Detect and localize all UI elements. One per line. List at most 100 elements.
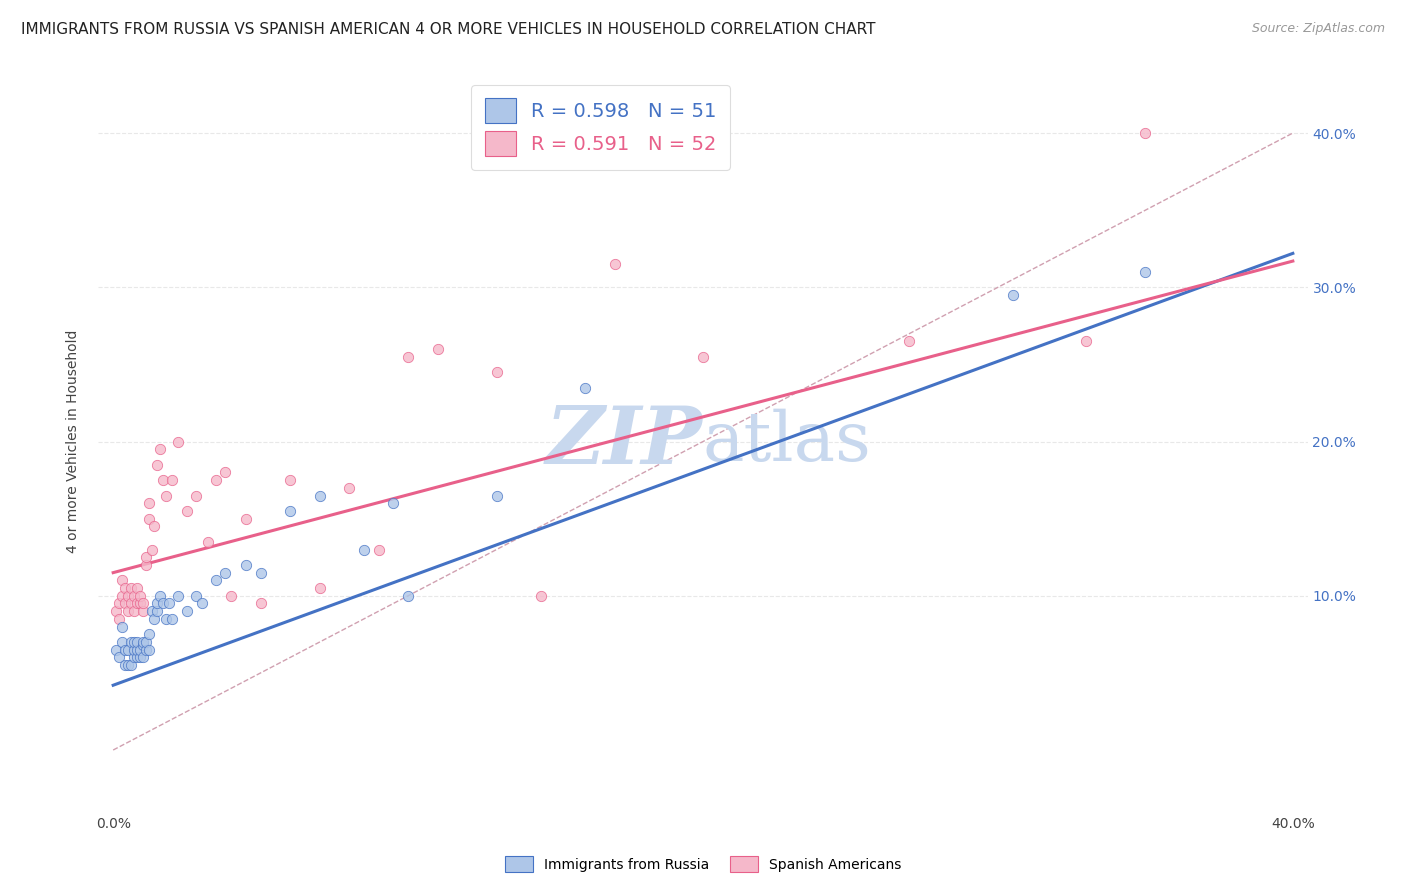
Text: Source: ZipAtlas.com: Source: ZipAtlas.com [1251,22,1385,36]
Point [485,365,508,379]
Legend: R = 0.598   N = 51, R = 0.591   N = 52: R = 0.598 N = 51, R = 0.591 N = 52 [471,85,730,169]
Point [382,496,405,510]
Point [114,658,136,673]
Point [235,558,257,572]
Point [111,635,134,649]
Point [249,597,271,611]
Point [117,604,139,618]
Point [125,597,148,611]
Point [128,642,150,657]
Point [128,597,150,611]
Point [1135,265,1157,279]
Point [117,642,139,657]
Point [167,434,190,449]
Legend: Immigrants from Russia, Spanish Americans: Immigrants from Russia, Spanish American… [499,851,907,878]
Point [692,350,714,364]
Point [122,604,145,618]
Point [135,558,157,572]
Point [426,342,449,356]
Point [111,574,134,588]
Point [219,589,242,603]
Text: atlas: atlas [703,409,872,475]
Point [135,550,157,565]
Point [135,635,157,649]
Point [128,650,150,665]
Point [155,489,177,503]
Point [530,589,553,603]
Point [898,334,921,349]
Point [157,597,180,611]
Point [138,642,160,657]
Point [105,642,128,657]
Point [122,650,145,665]
Point [152,473,174,487]
Point [141,604,163,618]
Point [131,597,153,611]
Text: ZIP: ZIP [546,403,703,480]
Point [155,612,177,626]
Point [141,542,163,557]
Point [120,581,142,595]
Point [131,638,153,652]
Point [205,473,228,487]
Text: IMMIGRANTS FROM RUSSIA VS SPANISH AMERICAN 4 OR MORE VEHICLES IN HOUSEHOLD CORRE: IMMIGRANTS FROM RUSSIA VS SPANISH AMERIC… [21,22,876,37]
Point [120,658,142,673]
Point [146,604,169,618]
Point [190,597,212,611]
Point [149,442,172,457]
Point [143,519,166,533]
Point [146,597,169,611]
Point [214,466,236,480]
Point [574,380,596,394]
Point [396,589,419,603]
Point [176,504,198,518]
Point [122,589,145,603]
Point [105,604,128,618]
Point [197,534,219,549]
Point [214,566,236,580]
Point [108,597,131,611]
Point [131,650,153,665]
Point [117,658,139,673]
Point [117,589,139,603]
Point [1076,334,1098,349]
Point [353,542,375,557]
Point [149,589,172,603]
Point [128,589,150,603]
Point [146,458,169,472]
Point [131,635,153,649]
Point [138,511,160,525]
Point [278,473,301,487]
Point [176,604,198,618]
Point [1135,126,1157,140]
Point [138,496,160,510]
Point [1001,288,1024,302]
Point [138,627,160,641]
Point [184,589,207,603]
Point [367,542,389,557]
Point [235,511,257,525]
Point [167,589,190,603]
Point [205,574,228,588]
Y-axis label: 4 or more Vehicles in Household: 4 or more Vehicles in Household [66,330,80,553]
Point [122,635,145,649]
Point [184,489,207,503]
Point [125,650,148,665]
Point [308,489,330,503]
Point [485,489,508,503]
Point [131,604,153,618]
Point [249,566,271,580]
Point [120,635,142,649]
Point [160,612,183,626]
Point [308,581,330,595]
Point [122,642,145,657]
Point [278,504,301,518]
Point [152,597,174,611]
Point [111,619,134,633]
Point [135,642,157,657]
Point [120,597,142,611]
Point [337,481,360,495]
Point [125,635,148,649]
Point [108,612,131,626]
Point [160,473,183,487]
